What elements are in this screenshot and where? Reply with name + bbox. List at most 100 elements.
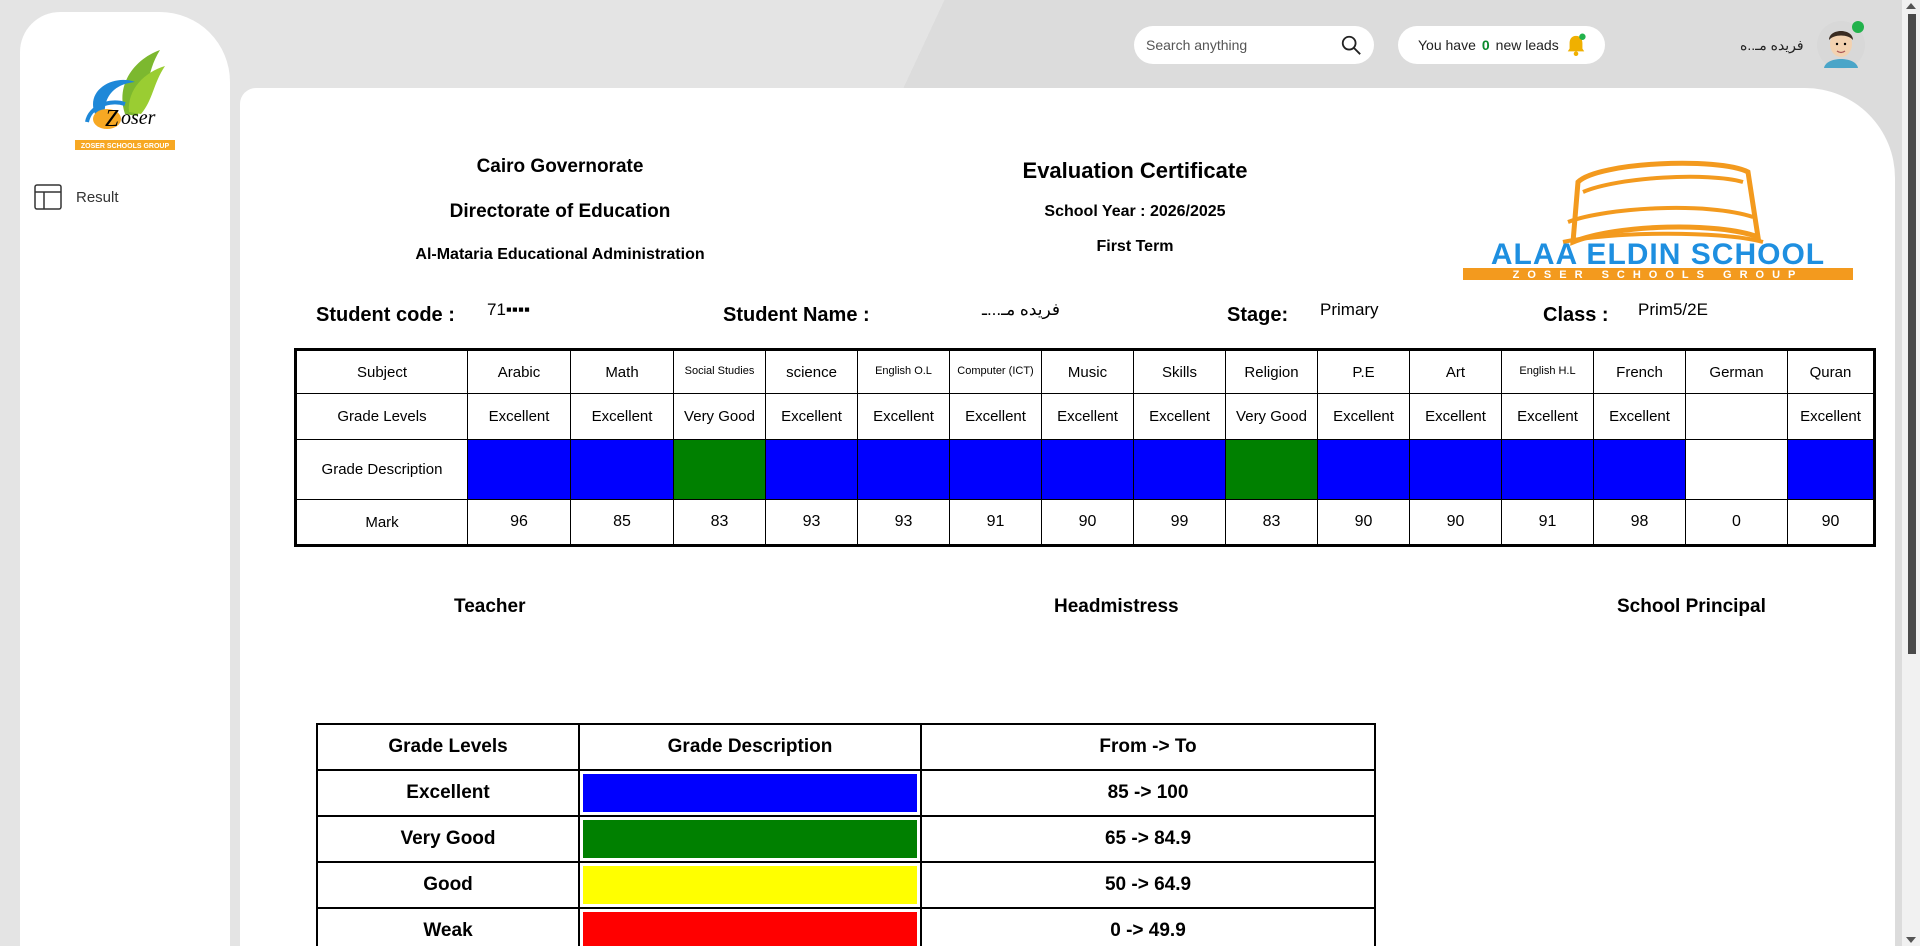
grade-level-cell: Excellent [765, 393, 858, 440]
legend-color [578, 815, 922, 863]
grade-level-cell [1685, 393, 1788, 440]
grade-color-cell [1787, 439, 1875, 500]
school-logo-subtext: ZOSER SCHOOLS GROUP [1513, 269, 1804, 281]
scroll-up-arrow[interactable] [1906, 3, 1916, 9]
sidebar-item-label: Result [76, 188, 119, 206]
mark-cell: 91 [949, 499, 1042, 546]
governorate: Cairo Governorate [476, 156, 644, 177]
legend-level: Excellent [316, 769, 580, 817]
grade-level-cell: Excellent [1041, 393, 1134, 440]
grade-level-cell: Excellent [1133, 393, 1226, 440]
grade-color-cell [765, 439, 858, 500]
sidebar: Z oser ZOSER SCHOOLS GROUP Result [20, 12, 230, 946]
subject-header: French [1593, 349, 1686, 394]
grade-level-cell: Excellent [1409, 393, 1502, 440]
legend-swatch [583, 774, 917, 812]
school-logo-text: ALAA ELDIN SCHOOL [1491, 238, 1825, 271]
legend-level: Good [316, 861, 580, 909]
legend-row: Very Good 65 -> 84.9 [316, 815, 1376, 863]
student-name-label: Student Name : [723, 304, 870, 326]
signature-headmistress: Headmistress [1054, 596, 1179, 617]
subject-header: English O.L [857, 349, 950, 394]
mark-cell: 91 [1501, 499, 1594, 546]
subject-header: Music [1041, 349, 1134, 394]
mark-cell: 98 [1593, 499, 1686, 546]
mark-cell: 83 [673, 499, 766, 546]
subject-header: P.E [1317, 349, 1410, 394]
signature-principal: School Principal [1617, 596, 1766, 617]
scroll-down-arrow[interactable] [1906, 937, 1916, 943]
legend-swatch [583, 912, 917, 946]
grade-level-cell: Very Good [673, 393, 766, 440]
school-year: School Year : 2026/2025 [1044, 203, 1226, 220]
grade-color-cell [1409, 439, 1502, 500]
subject-header: Math [570, 349, 674, 394]
subject-header: Art [1409, 349, 1502, 394]
stage-label: Stage: [1227, 304, 1289, 326]
mark-cell: 96 [467, 499, 571, 546]
term: First Term [1096, 238, 1174, 255]
topbar: You have 0 new leads فريده مـ..ه [0, 21, 1920, 69]
school-logo: ALAA ELDIN SCHOOL ZOSER SCHOOLS GROUP [1463, 160, 1853, 281]
class-value: Prim5/2E [1638, 300, 1708, 319]
legend-header-range: From -> To [920, 723, 1376, 771]
grade-level-cell: Excellent [570, 393, 674, 440]
leads-notification[interactable]: You have 0 new leads [1398, 26, 1605, 64]
subject-header: Arabic [467, 349, 571, 394]
subject-header: English H.L [1501, 349, 1594, 394]
row-label-subject: Subject [295, 349, 468, 394]
student-code-label: Student code : [316, 304, 455, 326]
grade-color-cell [1041, 439, 1134, 500]
legend-color [578, 907, 922, 946]
subject-header: Quran [1787, 349, 1875, 394]
subject-header: Religion [1225, 349, 1318, 394]
grade-color-cell [570, 439, 674, 500]
grades-table: Subject Arabic Math Social Studies science En… [294, 348, 1876, 547]
zoser-logo[interactable]: Z oser ZOSER SCHOOLS GROUP [65, 44, 185, 156]
search-icon[interactable] [1340, 34, 1362, 56]
scrollbar[interactable] [1902, 0, 1920, 946]
search-input[interactable] [1146, 37, 1336, 53]
leads-suffix: new leads [1495, 37, 1559, 53]
row-label-grade-levels: Grade Levels [295, 393, 468, 440]
grade-legend-table: Grade Levels Grade Description From -> T… [316, 723, 1376, 946]
grade-color-cell [1685, 439, 1788, 500]
legend-level: Weak [316, 907, 580, 946]
bell-icon[interactable] [1565, 33, 1587, 57]
grade-color-cell [1593, 439, 1686, 500]
subject-header: science [765, 349, 858, 394]
legend-header-levels: Grade Levels [316, 723, 580, 771]
mark-cell: 83 [1225, 499, 1318, 546]
user-menu[interactable]: فريده مـ..ه [1740, 20, 1866, 70]
signature-teacher: Teacher [454, 596, 526, 617]
leads-prefix: You have [1418, 37, 1476, 53]
legend-color [578, 769, 922, 817]
legend-swatch [583, 866, 917, 904]
certificate-panel: Cairo Governorate Directorate of Educati… [240, 88, 1895, 946]
student-code-value: 71▪▪▪▪ [487, 300, 531, 319]
mark-cell: 90 [1041, 499, 1134, 546]
grade-level-cell: Excellent [467, 393, 571, 440]
grade-level-cell: Excellent [1787, 393, 1875, 440]
mark-cell: 90 [1317, 499, 1410, 546]
legend-range: 0 -> 49.9 [920, 907, 1376, 946]
mark-cell: 0 [1685, 499, 1788, 546]
legend-header-description: Grade Description [578, 723, 922, 771]
student-name-value: فريده مـ...ـ [981, 300, 1060, 319]
grade-level-cell: Excellent [857, 393, 950, 440]
mark-cell: 93 [765, 499, 858, 546]
search-box [1134, 26, 1374, 64]
scrollbar-thumb[interactable] [1908, 14, 1916, 654]
class-label: Class : [1543, 304, 1609, 326]
row-label-grade-description: Grade Description [295, 439, 468, 500]
sidebar-item-result[interactable]: Result [34, 184, 119, 210]
legend-range: 65 -> 84.9 [920, 815, 1376, 863]
legend-color [578, 861, 922, 909]
grade-level-cell: Excellent [1593, 393, 1686, 440]
administration: Al-Mataria Educational Administration [415, 246, 705, 263]
grade-color-cell [673, 439, 766, 500]
subject-header: Computer (ICT) [949, 349, 1042, 394]
legend-range: 50 -> 64.9 [920, 861, 1376, 909]
svg-text:ZOSER SCHOOLS GROUP: ZOSER SCHOOLS GROUP [81, 143, 170, 150]
avatar[interactable] [1816, 20, 1866, 70]
